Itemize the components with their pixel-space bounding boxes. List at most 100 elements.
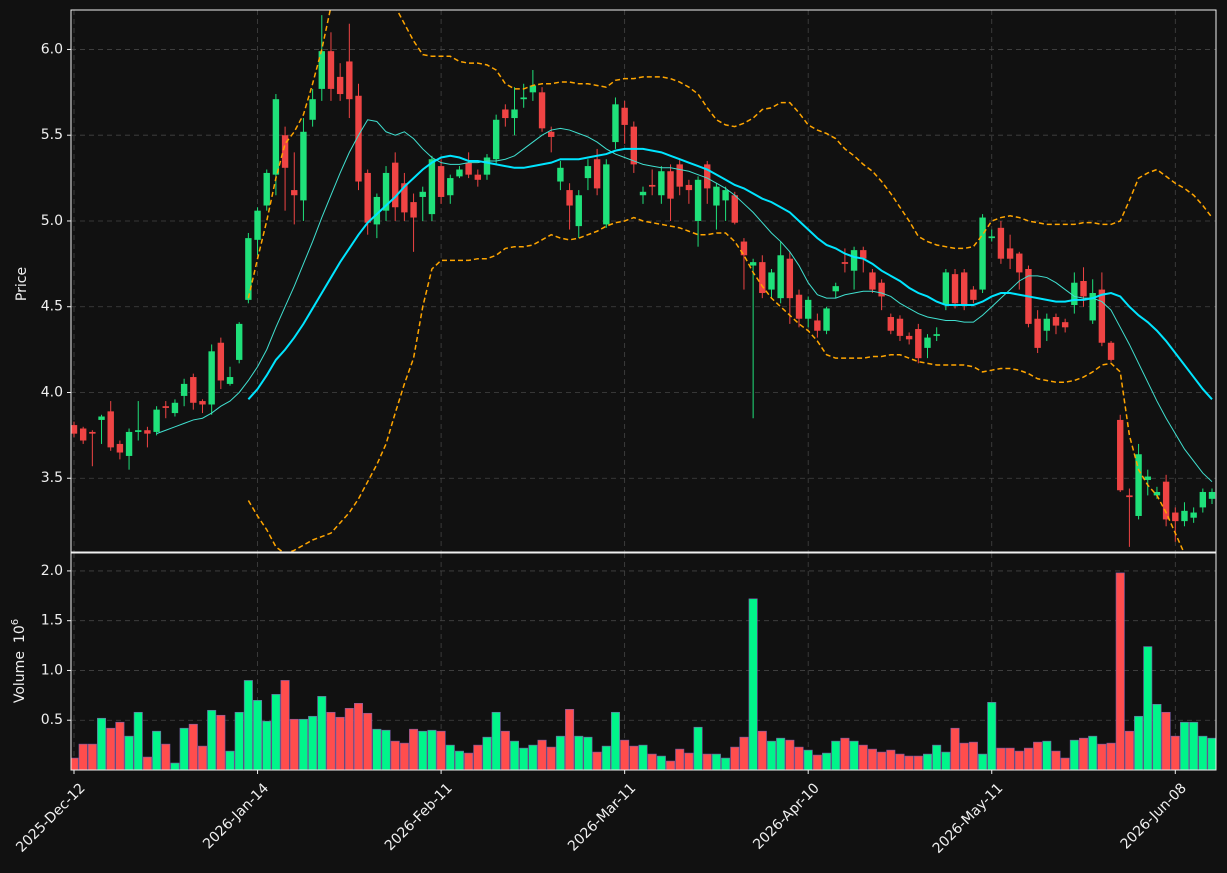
candle-body: [1162, 481, 1170, 520]
volume-bar: [418, 730, 428, 770]
candle-body: [1144, 476, 1151, 480]
volume-bar: [803, 749, 813, 770]
candle-body: [777, 255, 784, 299]
volume-bar: [1152, 704, 1162, 770]
candle-body: [639, 191, 647, 196]
candle-body: [548, 131, 555, 137]
volume-bar: [666, 760, 676, 770]
volume-bar: [473, 744, 483, 770]
candle-body: [869, 272, 876, 290]
candle-body: [905, 335, 913, 340]
volume-bar: [454, 750, 464, 770]
candle-body: [1098, 289, 1106, 343]
candle-body: [832, 286, 839, 292]
candle-body: [171, 402, 179, 414]
candle-body: [1080, 281, 1087, 297]
volume-bar: [766, 740, 776, 770]
candle-body: [208, 351, 215, 405]
volume-bar: [555, 735, 565, 770]
volume-bar: [629, 745, 639, 770]
overlay-line: [247, 147, 1213, 401]
candle-body: [584, 166, 592, 179]
volume-bar: [124, 735, 134, 770]
volume-bar: [97, 717, 107, 770]
candle-body: [1089, 293, 1096, 321]
volume-bar: [565, 708, 575, 770]
volume-bar: [106, 727, 116, 770]
candle-body: [125, 431, 133, 456]
volume-bar: [1189, 721, 1199, 770]
volume-bar: [1097, 743, 1107, 770]
y-tick-label: 5.5: [41, 127, 63, 143]
volume-bar: [197, 745, 207, 770]
candle-body: [71, 425, 78, 434]
volume-bar: [546, 746, 556, 770]
volume-bar: [776, 737, 786, 770]
volume-bar: [922, 753, 932, 770]
candle-body: [970, 289, 977, 300]
candle-body: [749, 262, 757, 266]
volume-bar: [188, 723, 198, 770]
candle-body: [658, 171, 665, 196]
candle-body: [1135, 454, 1142, 516]
volume-bar: [179, 727, 189, 770]
candle-body: [704, 164, 711, 189]
volume-bar: [372, 728, 382, 770]
candle-body: [1071, 282, 1078, 306]
candle-body: [612, 104, 619, 143]
volume-bar: [225, 750, 235, 770]
volume-bar: [1207, 737, 1216, 770]
candle-body: [79, 428, 87, 441]
volume-bar: [812, 754, 822, 770]
volume-bar: [620, 739, 630, 770]
volume-tick-label: 1.5: [41, 613, 63, 629]
volume-bar: [592, 751, 602, 770]
volume-bar: [133, 711, 143, 770]
volume-bar: [445, 744, 455, 770]
candle-body: [694, 179, 702, 221]
candle-body: [538, 92, 546, 129]
volume-bar: [1106, 742, 1116, 770]
candle-body: [860, 250, 867, 259]
volume-bar: [757, 730, 767, 770]
volume-bar: [71, 757, 79, 770]
volume-bar: [711, 753, 721, 770]
candle-body: [199, 401, 206, 405]
volume-plot: [71, 572, 1216, 770]
candle-body: [804, 299, 812, 319]
volume-bar: [574, 735, 584, 770]
volume-bar: [298, 718, 308, 770]
candle-body: [217, 342, 225, 381]
volume-bar: [1023, 747, 1033, 770]
candle-body: [1199, 491, 1207, 508]
volume-bar: [482, 736, 492, 770]
volume-bar: [932, 744, 942, 770]
candle-body: [272, 99, 280, 175]
volume-bar: [941, 751, 951, 770]
volume-bar: [739, 736, 749, 770]
candle-body: [474, 174, 482, 180]
candle-body: [731, 195, 738, 223]
volume-bar: [510, 740, 520, 770]
volume-tick-label: 0.5: [41, 712, 63, 728]
candle-body: [630, 126, 638, 165]
candle-body: [520, 97, 527, 100]
volume-bar: [519, 747, 529, 770]
candle-body: [740, 241, 748, 256]
y-tick-label: 3.5: [41, 470, 63, 486]
candle-body: [1181, 510, 1188, 522]
volume-bar: [601, 745, 611, 770]
candle-body: [850, 250, 858, 271]
candle-body: [327, 51, 335, 89]
volume-bar: [1042, 740, 1052, 770]
candle-body: [1117, 419, 1124, 491]
volume-bar: [730, 746, 740, 770]
volume-bar: [1124, 730, 1134, 770]
candle-body: [1006, 248, 1014, 259]
candle-body: [841, 262, 849, 264]
candle-body: [1153, 491, 1161, 496]
volume-bar: [363, 712, 373, 770]
volume-bar: [1134, 715, 1144, 770]
candle-body: [1190, 512, 1197, 518]
